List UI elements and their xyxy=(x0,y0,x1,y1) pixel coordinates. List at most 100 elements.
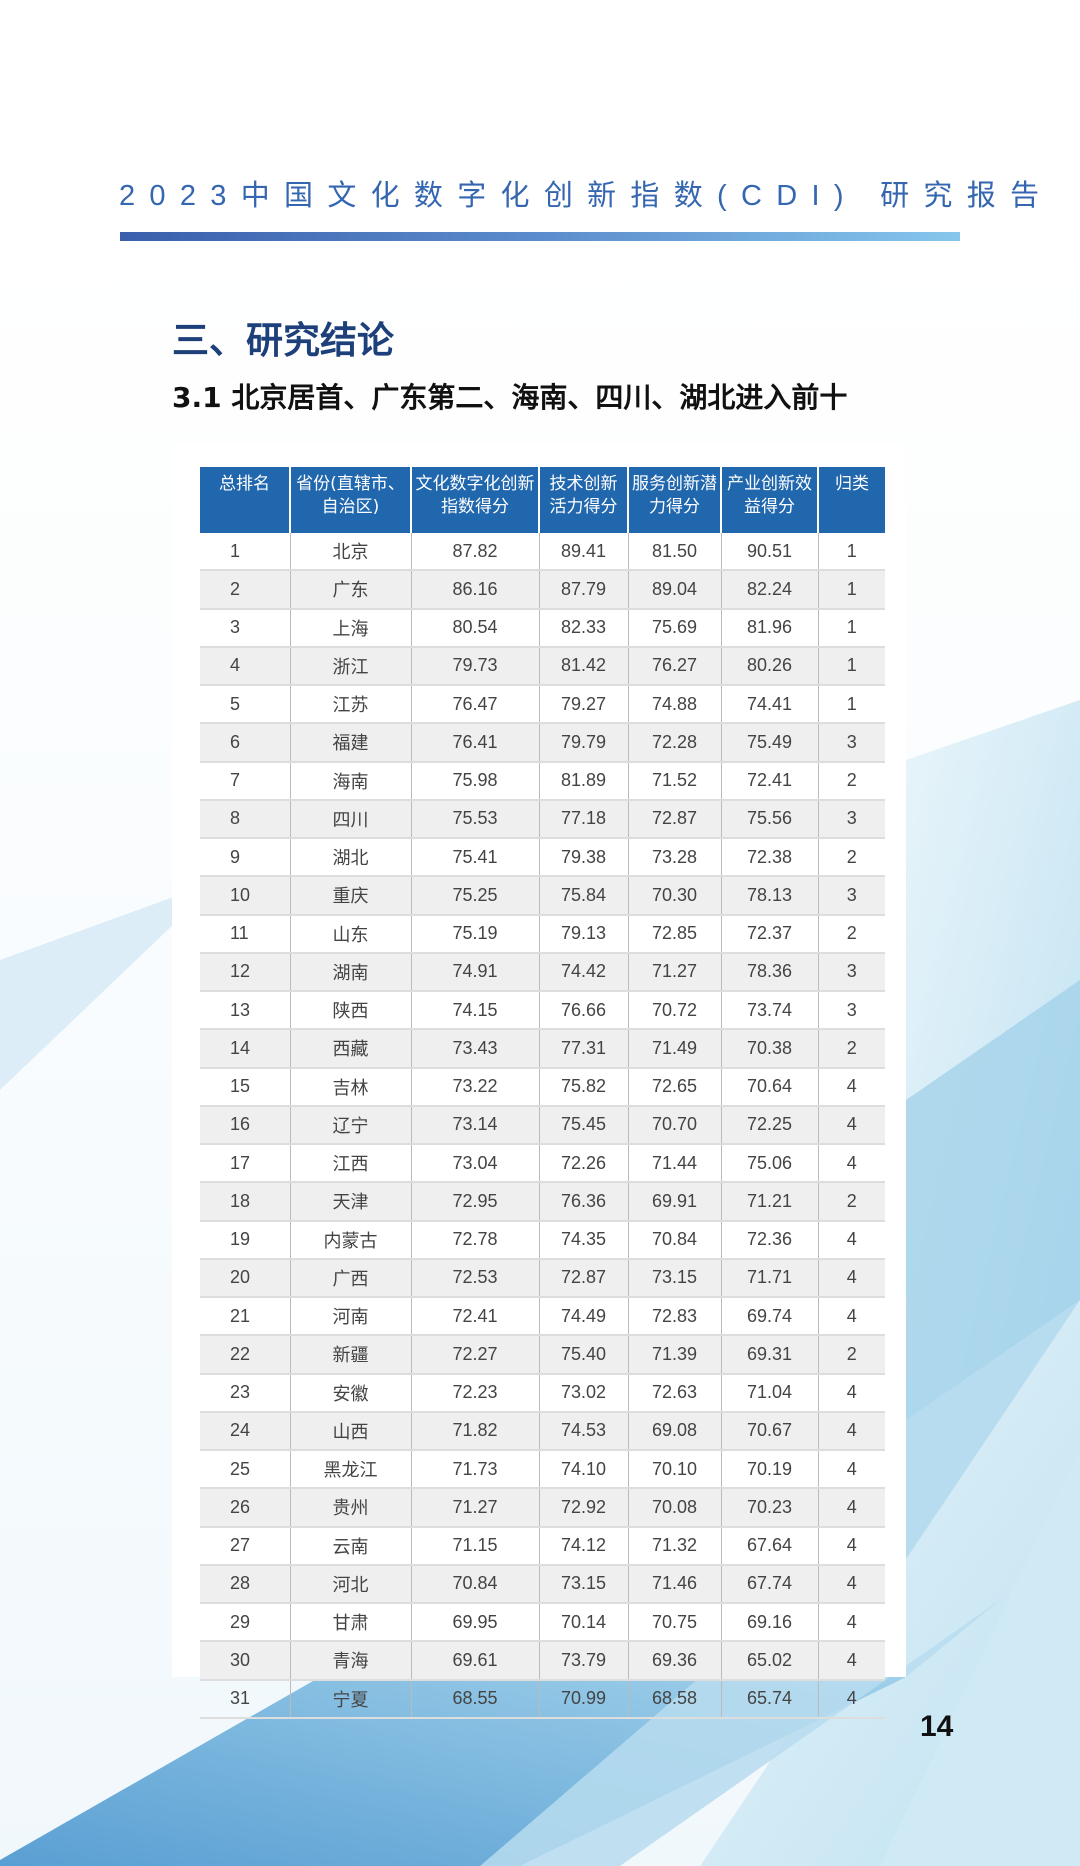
table-cell: 73.15 xyxy=(538,1564,628,1605)
table-cell: 1 xyxy=(200,533,290,572)
table-cell: 70.99 xyxy=(538,1679,628,1719)
sub-title: 3.1 北京居首、广东第二、海南、四川、湖北进入前十 xyxy=(172,381,848,414)
table-cell: 69.36 xyxy=(627,1641,721,1681)
table-cell: 82.24 xyxy=(720,570,818,610)
table-cell: 79.73 xyxy=(410,646,539,687)
table-cell: 2 xyxy=(817,838,885,878)
table-cell: 江西 xyxy=(289,1144,411,1184)
table-cell: 2 xyxy=(817,1029,885,1069)
table-row: 4 浙江 79.73 81.42 76.27 80.26 1 xyxy=(200,646,885,687)
table-cell: 5 xyxy=(200,685,290,725)
table-cell: 29 xyxy=(200,1603,290,1643)
table-row: 22 新疆 72.27 75.40 71.39 69.31 2 xyxy=(200,1335,885,1375)
table-cell: 75.41 xyxy=(410,838,539,878)
table-row: 18 天津 72.95 76.36 69.91 71.21 2 xyxy=(200,1182,885,1222)
table-cell: 67.64 xyxy=(720,1526,818,1566)
table-row: 8 四川 75.53 77.18 72.87 75.56 3 xyxy=(200,799,885,840)
table-cell: 云南 xyxy=(289,1526,411,1566)
table-cell: 69.91 xyxy=(627,1182,721,1222)
table-cell: 75.06 xyxy=(720,1144,818,1184)
table-cell: 山东 xyxy=(289,914,411,954)
table-cell: 71.27 xyxy=(410,1488,539,1528)
table-cell: 4 xyxy=(817,1603,885,1643)
table-cell: 27 xyxy=(200,1526,290,1566)
table-cell: 87.82 xyxy=(410,533,539,572)
table-cell: 4 xyxy=(817,1488,885,1528)
table-cell: 68.55 xyxy=(410,1679,539,1719)
table-cell: 71.46 xyxy=(627,1564,721,1605)
table-cell: 2 xyxy=(817,914,885,954)
table-cell: 74.35 xyxy=(538,1220,628,1260)
table-cell: 70.23 xyxy=(720,1488,818,1528)
table-header-row: 总排名 省份(直辖市、自治区) 文化数字化创新指数得分 技术创新活力得分 服务创新潜力得… xyxy=(200,467,885,533)
table-cell: 浙江 xyxy=(289,646,411,687)
table-cell: 1 xyxy=(817,646,885,687)
column-header: 总排名 xyxy=(200,467,290,533)
table-cell: 辽宁 xyxy=(289,1105,411,1146)
table-cell: 72.27 xyxy=(410,1335,539,1375)
table-cell: 1 xyxy=(817,685,885,725)
table-cell: 8 xyxy=(200,799,290,840)
table-cell: 73.79 xyxy=(538,1641,628,1681)
table-cell: 江苏 xyxy=(289,685,411,725)
column-header: 省份(直辖市、自治区) xyxy=(289,467,411,533)
table-cell: 20 xyxy=(200,1258,290,1299)
table-cell: 70.67 xyxy=(720,1411,818,1452)
table-cell: 4 xyxy=(817,1067,885,1107)
table-cell: 黑龙江 xyxy=(289,1450,411,1490)
table-cell: 72.95 xyxy=(410,1182,539,1222)
table-cell: 71.15 xyxy=(410,1526,539,1566)
table-cell: 76.47 xyxy=(410,685,539,725)
title-divider-bar xyxy=(120,232,960,241)
table-cell: 青海 xyxy=(289,1641,411,1681)
table-cell: 3 xyxy=(817,952,885,993)
table-cell: 75.49 xyxy=(720,723,818,763)
table-cell: 75.53 xyxy=(410,799,539,840)
table-row: 23 安徽 72.23 73.02 72.63 71.04 4 xyxy=(200,1373,885,1413)
table-cell: 西藏 xyxy=(289,1029,411,1069)
table-cell: 72.92 xyxy=(538,1488,628,1528)
table-cell: 4 xyxy=(817,1297,885,1337)
table-cell: 75.40 xyxy=(538,1335,628,1375)
table-row: 9 湖北 75.41 79.38 73.28 72.38 2 xyxy=(200,838,885,878)
table-cell: 21 xyxy=(200,1297,290,1337)
table-cell: 65.74 xyxy=(720,1679,818,1719)
table-cell: 25 xyxy=(200,1450,290,1490)
table-cell: 上海 xyxy=(289,608,411,648)
table-row: 17 江西 73.04 72.26 71.44 75.06 4 xyxy=(200,1144,885,1184)
column-header: 技术创新活力得分 xyxy=(538,467,628,533)
table-cell: 26 xyxy=(200,1488,290,1528)
table-row: 1 北京 87.82 89.41 81.50 90.51 1 xyxy=(200,533,885,572)
table-cell: 19 xyxy=(200,1220,290,1260)
table-cell: 72.23 xyxy=(410,1373,539,1413)
table-cell: 安徽 xyxy=(289,1373,411,1413)
table-cell: 23 xyxy=(200,1373,290,1413)
table-row: 30 青海 69.61 73.79 69.36 65.02 4 xyxy=(200,1641,885,1681)
table-cell: 71.49 xyxy=(627,1029,721,1069)
table-cell: 82.33 xyxy=(538,608,628,648)
table-cell: 81.50 xyxy=(627,533,721,572)
column-header: 文化数字化创新指数得分 xyxy=(410,467,539,533)
table-cell: 4 xyxy=(200,646,290,687)
table-cell: 78.36 xyxy=(720,952,818,993)
table-cell: 74.10 xyxy=(538,1450,628,1490)
table-cell: 73.74 xyxy=(720,991,818,1031)
table-cell: 4 xyxy=(817,1258,885,1299)
table-cell: 74.15 xyxy=(410,991,539,1031)
table-cell: 72.41 xyxy=(720,761,818,801)
table-row: 2 广东 86.16 87.79 89.04 82.24 1 xyxy=(200,570,885,610)
table-cell: 11 xyxy=(200,914,290,954)
table-cell: 70.10 xyxy=(627,1450,721,1490)
table-row: 25 黑龙江 71.73 74.10 70.10 70.19 4 xyxy=(200,1450,885,1490)
table-cell: 78.13 xyxy=(720,876,818,916)
table-cell: 10 xyxy=(200,876,290,916)
table-cell: 79.79 xyxy=(538,723,628,763)
table-cell: 1 xyxy=(817,533,885,572)
report-title: 2023中国文化数字化创新指数(CDI) 研究报告 xyxy=(119,180,1054,212)
table-cell: 4 xyxy=(817,1105,885,1146)
table-row: 7 海南 75.98 81.89 71.52 72.41 2 xyxy=(200,761,885,801)
table-cell: 71.32 xyxy=(627,1526,721,1566)
table-cell: 81.42 xyxy=(538,646,628,687)
table-row: 10 重庆 75.25 75.84 70.30 78.13 3 xyxy=(200,876,885,916)
table-cell: 80.54 xyxy=(410,608,539,648)
